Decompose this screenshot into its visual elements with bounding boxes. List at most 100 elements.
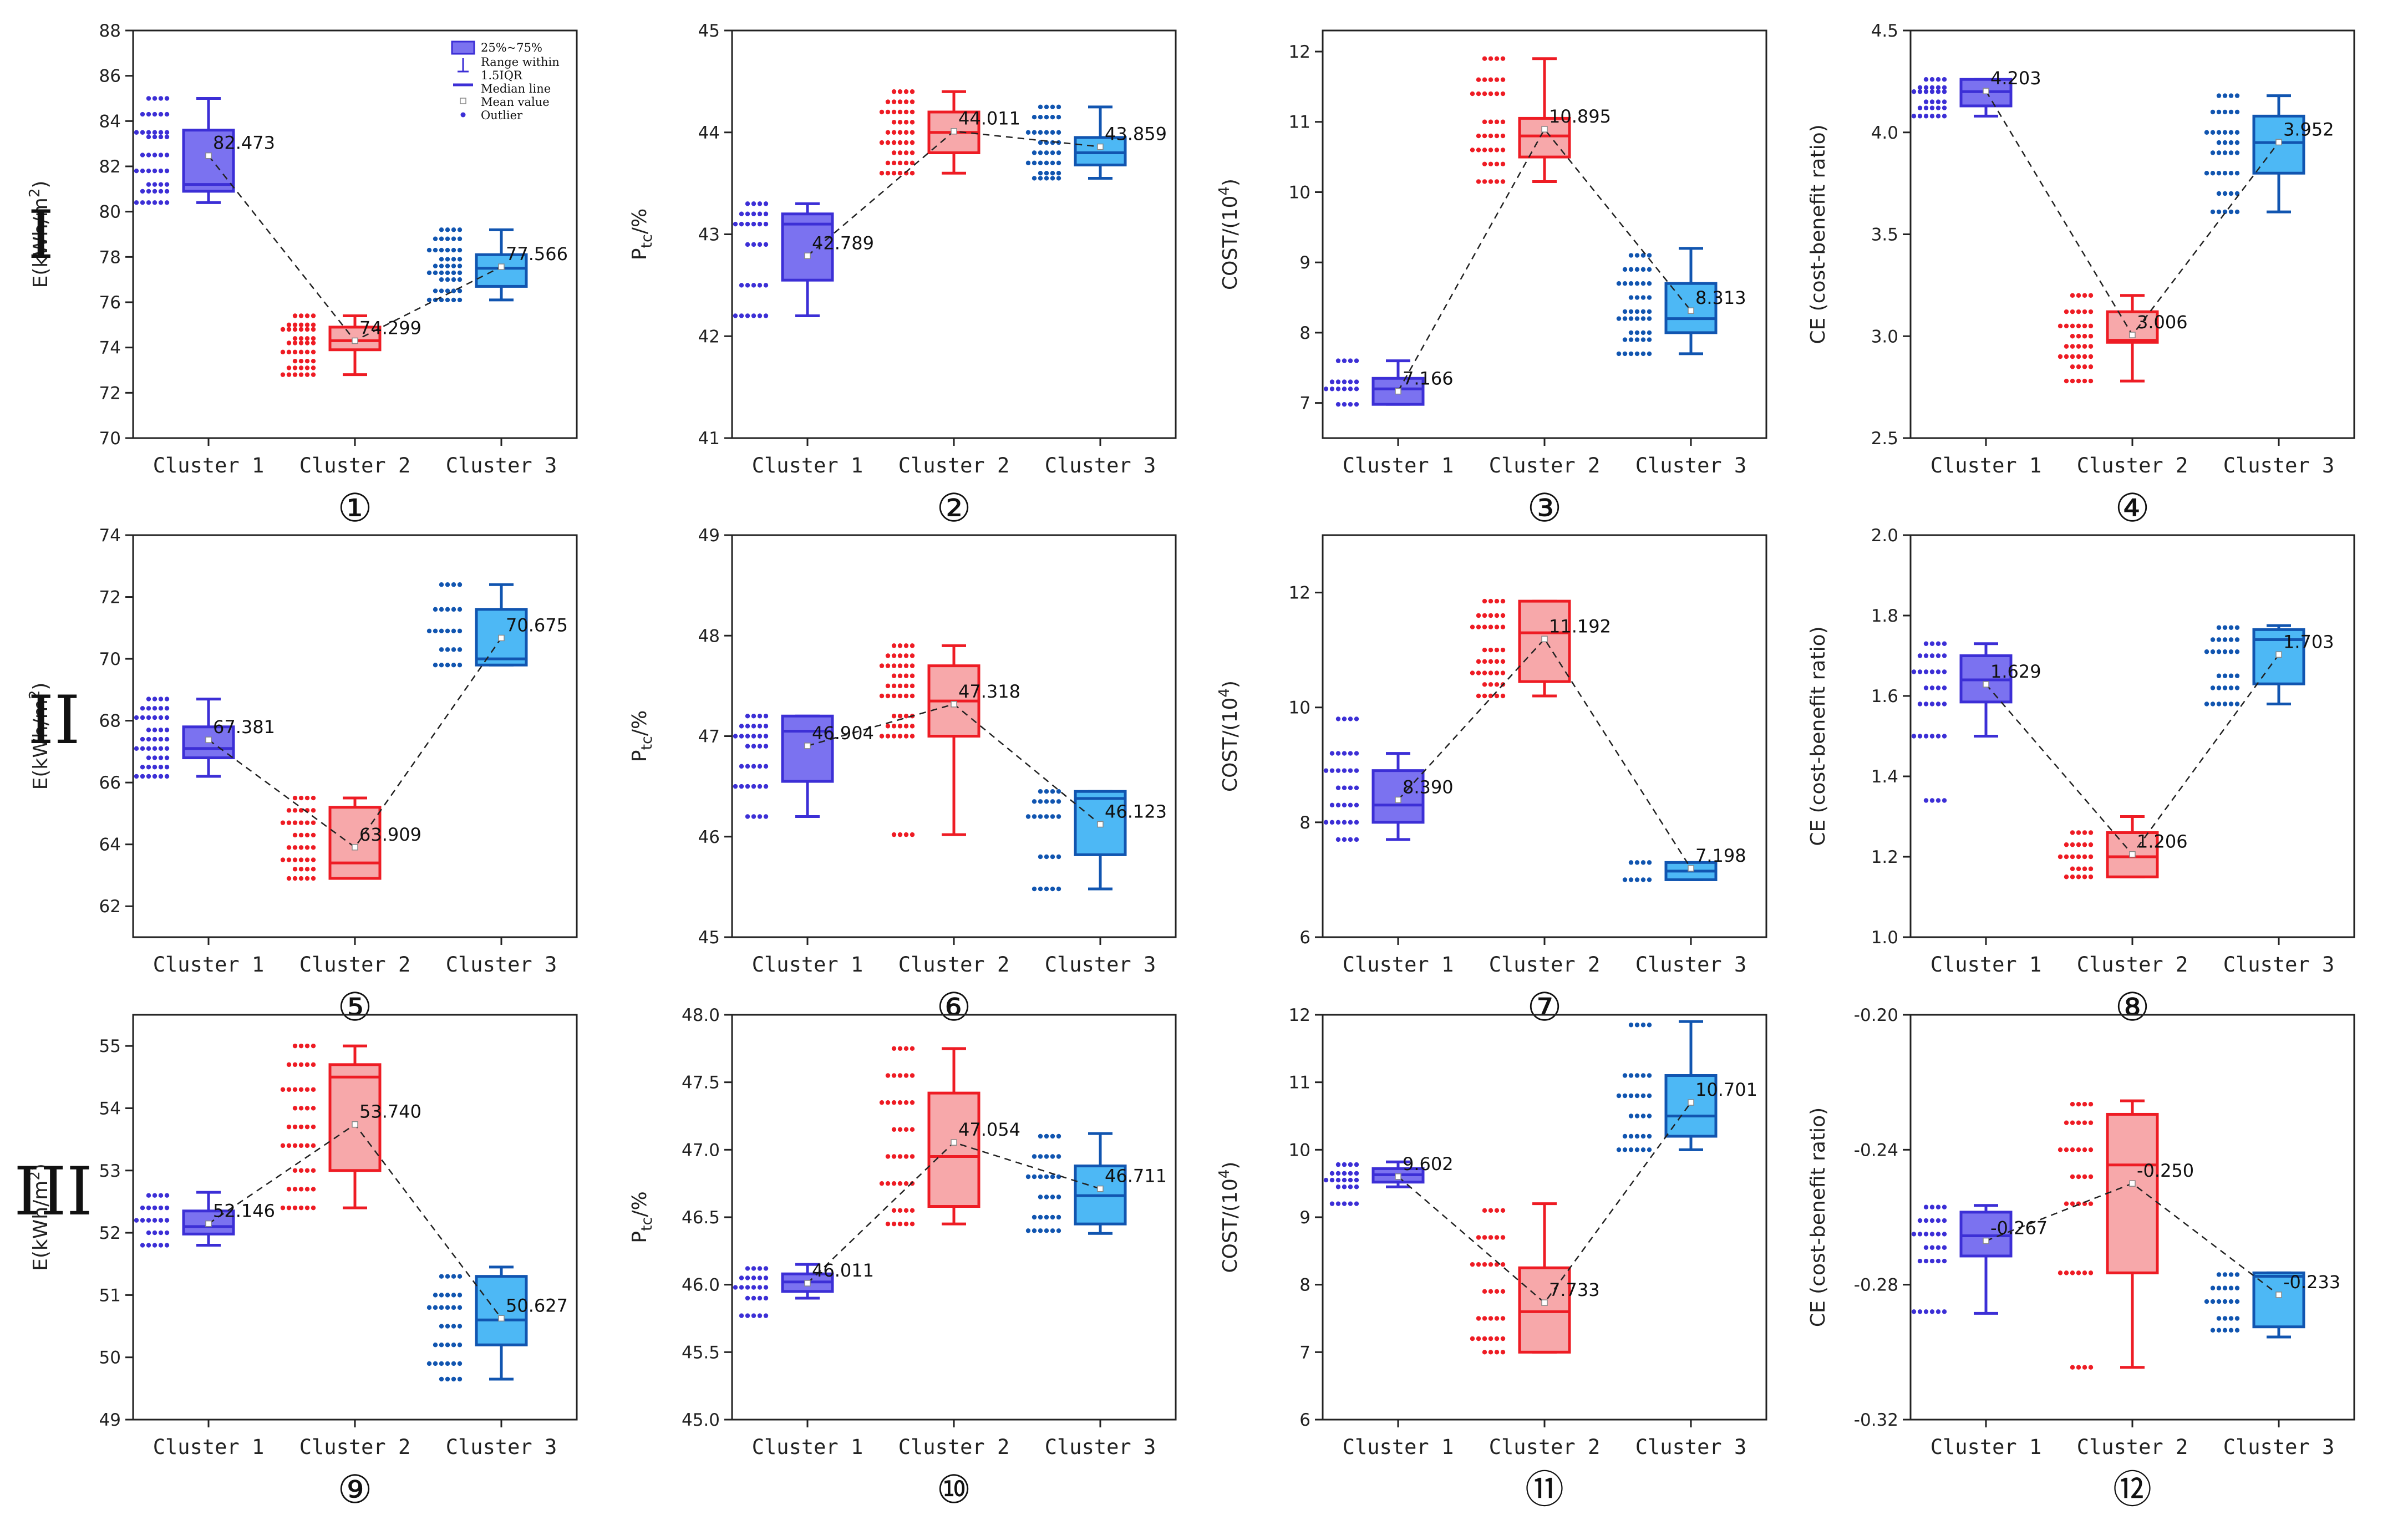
data-point (146, 706, 151, 711)
data-point (1044, 171, 1049, 176)
data-point (897, 643, 903, 648)
data-point (164, 765, 170, 770)
data-point (2228, 171, 2234, 176)
data-point (745, 784, 750, 789)
data-point (140, 774, 145, 779)
data-point (158, 1193, 164, 1198)
iqr-box (2252, 114, 2305, 175)
data-point (1038, 114, 1043, 120)
data-point (2082, 344, 2087, 349)
data-point (1335, 1177, 1341, 1183)
data-point (1640, 316, 1646, 321)
y-tick-label: 66 (99, 773, 121, 793)
data-point (451, 647, 456, 652)
data-point (2216, 673, 2222, 678)
data-point (2070, 354, 2075, 359)
data-point (879, 109, 885, 115)
iqr-box (1371, 769, 1425, 824)
data-point (2076, 309, 2081, 314)
data-point (1488, 77, 1493, 82)
data-point (439, 297, 444, 303)
x-tick-label: Cluster 1 (1343, 454, 1454, 477)
data-point (298, 349, 304, 355)
data-point (1335, 751, 1341, 756)
data-point (1917, 701, 1923, 706)
data-point (158, 1205, 164, 1211)
data-point (885, 683, 891, 689)
data-point (1335, 716, 1341, 721)
data-point (1476, 659, 1481, 664)
data-point (1917, 669, 1923, 674)
data-point (751, 724, 756, 729)
data-point (885, 1221, 891, 1227)
data-point (1038, 1228, 1043, 1233)
mean-value-label: 43.859 (1105, 124, 1167, 145)
data-point (1628, 1114, 1634, 1119)
data-point (426, 247, 432, 253)
data-point (2070, 309, 2075, 314)
data-point (152, 706, 158, 711)
data-point (910, 643, 915, 648)
data-point (304, 1124, 310, 1130)
data-point (1616, 316, 1622, 321)
data-point (2210, 171, 2216, 176)
data-point (739, 1285, 744, 1290)
data-point (304, 1205, 310, 1211)
y-axis-label: COST/(104) (1216, 680, 1242, 792)
data-point (158, 134, 164, 140)
data-point (1032, 799, 1037, 804)
data-point (304, 1143, 310, 1148)
data-point (2216, 209, 2222, 215)
data-point (280, 1143, 286, 1148)
x-tick-label: Cluster 1 (752, 953, 863, 977)
data-point (445, 1376, 450, 1382)
data-point (286, 808, 292, 813)
data-point (158, 1230, 164, 1236)
data-point (1942, 114, 1947, 119)
data-point (286, 1187, 292, 1192)
panel-label: ⑥ (937, 984, 972, 1030)
data-point (1923, 734, 1929, 739)
data-point (158, 774, 164, 779)
data-point (1929, 85, 1935, 90)
x-tick-label: Cluster 1 (1931, 454, 2041, 477)
data-point (1935, 1218, 1941, 1223)
data-point (451, 263, 456, 268)
data-point (445, 647, 450, 652)
data-point (2082, 1120, 2087, 1125)
y-axis-label: Ptc/% (628, 1191, 656, 1243)
data-point (304, 1043, 310, 1049)
data-point (1342, 1171, 1347, 1176)
data-point (2082, 875, 2087, 879)
mean-marker (1688, 307, 1694, 314)
data-point (1044, 1154, 1049, 1159)
data-point (164, 134, 170, 140)
mean-value-label: 42.789 (812, 232, 874, 253)
y-tick-label: 12 (1289, 583, 1310, 603)
data-point (1470, 624, 1475, 629)
panel-label: ⑨ (338, 1467, 373, 1512)
data-point (1050, 854, 1055, 860)
data-point (164, 736, 170, 742)
data-point (2064, 1201, 2069, 1206)
data-point (1056, 1214, 1061, 1220)
data-point (1354, 768, 1359, 773)
data-point (292, 820, 298, 825)
data-point (2076, 866, 2081, 871)
data-point (903, 1221, 909, 1227)
data-point (1923, 701, 1929, 706)
data-point (304, 867, 310, 872)
data-point (1923, 1232, 1929, 1237)
mean-value-label: 3.006 (2137, 312, 2188, 333)
data-point (1488, 598, 1493, 604)
chart-panel-6: 45 46 47 48 49 Ptc/% Cluster 1 Cluster 2 Cluster… (628, 526, 1177, 1030)
data-point (1038, 176, 1043, 181)
data-point (903, 160, 909, 166)
data-point (152, 1243, 158, 1248)
data-point (903, 1100, 909, 1105)
data-point (445, 628, 450, 634)
data-point (146, 130, 151, 135)
y-tick-label: 8 (1299, 1275, 1310, 1295)
legend-label-5: Mean value (481, 95, 550, 109)
data-point (457, 1324, 463, 1329)
